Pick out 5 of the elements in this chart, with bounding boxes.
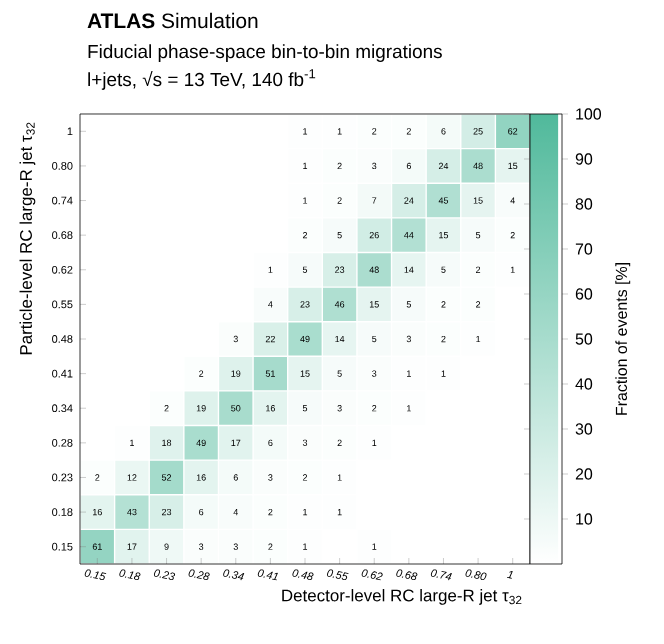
x-axis-title: Detector-level RC large-R jet τ$_{32}$ xyxy=(282,589,522,605)
text: l+jets, √s = 13 TeV, 140 fb$^{-1}$ xyxy=(88,69,316,90)
chart-subtitle: Fiducial phase-space bin-to-bin migrations xyxy=(88,44,442,62)
chart-title: ATLAS Simulation xyxy=(87,12,258,29)
y-axis-title: Particle-level RC large-R jet τ$_{32}$ xyxy=(19,122,36,355)
